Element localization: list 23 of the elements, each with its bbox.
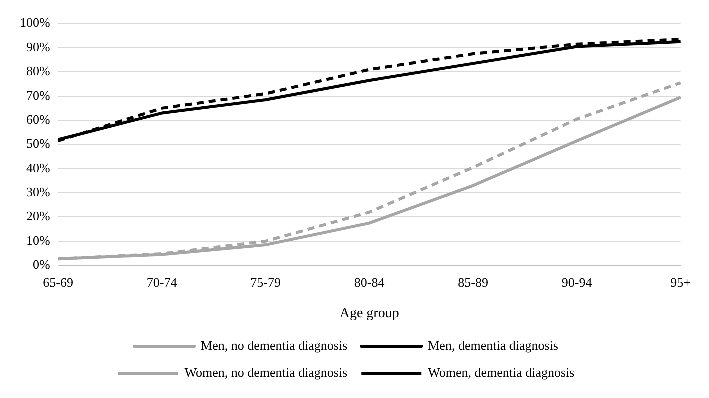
y-tick-label: 40% bbox=[26, 160, 50, 176]
y-tick-label: 10% bbox=[26, 232, 50, 248]
y-tick-label: 80% bbox=[26, 64, 50, 79]
x-tick-label: 90-94 bbox=[562, 274, 593, 290]
y-tick-label: 30% bbox=[26, 184, 50, 200]
legend-label: Women, dementia diagnosis bbox=[428, 364, 575, 380]
x-tick-label: 95+ bbox=[670, 274, 692, 290]
x-tick-label: 70-74 bbox=[146, 274, 178, 290]
y-tick-label: 100% bbox=[20, 15, 50, 30]
y-tick-label: 70% bbox=[26, 88, 50, 103]
legend-label: Men, dementia diagnosis bbox=[428, 338, 558, 353]
y-tick-label: 0% bbox=[32, 257, 50, 272]
y-tick-label: 60% bbox=[26, 112, 50, 127]
y-tick-label: 20% bbox=[26, 208, 50, 224]
legend-label: Women, no dementia diagnosis bbox=[184, 364, 348, 380]
y-tick-label: 50% bbox=[26, 136, 50, 152]
x-axis-title: Age group bbox=[340, 306, 400, 322]
x-tick-label: 65-69 bbox=[43, 274, 74, 290]
x-tick-label: 80-84 bbox=[354, 274, 386, 290]
y-tick-label: 90% bbox=[26, 39, 50, 54]
x-tick-label: 85-89 bbox=[458, 274, 489, 290]
legend-label: Men, no dementia diagnosis bbox=[201, 338, 348, 353]
x-tick-label: 75-79 bbox=[250, 274, 282, 290]
